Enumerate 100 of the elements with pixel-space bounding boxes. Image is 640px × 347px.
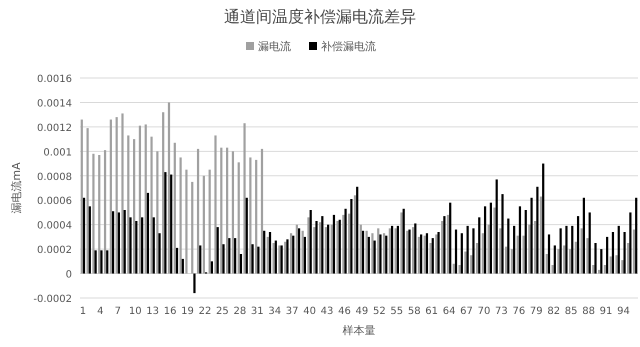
bar [280,245,283,274]
y-tick-label: 0.0002 [37,245,72,256]
x-tick-label: 43 [320,306,334,317]
bar [379,234,382,274]
bar [263,230,266,274]
bar [499,228,502,274]
x-tick-label: 94 [617,306,630,317]
bar [342,214,344,274]
bar [429,243,432,274]
bar [446,214,450,274]
x-tick-label: 52 [372,306,386,317]
x-tick-label: 73 [495,306,508,317]
y-tick-label: 0.001 [43,147,72,158]
bar [557,249,560,274]
bar [470,255,472,274]
bar [472,228,475,274]
bar [141,217,144,274]
y-axis-title: 漏电流mA [10,162,23,214]
bar [441,221,444,274]
bar [476,243,478,274]
bar [524,210,527,274]
bar [296,224,298,274]
bar [606,236,608,274]
bar [627,243,630,274]
legend-label: 补偿漏电流 [321,40,376,53]
bar [408,230,411,274]
bar [330,224,333,274]
bar [426,233,428,274]
bar [435,234,438,274]
bar [302,230,304,274]
x-tick-label: 22 [198,306,212,317]
y-tick-label: 0.0006 [37,196,72,208]
bar [554,245,556,274]
bar [174,142,176,274]
bar [202,176,205,274]
bar [332,214,336,274]
bar [362,230,364,274]
bar [518,206,522,274]
x-tick-label: 79 [530,306,543,317]
bar [321,216,324,274]
bar [286,239,289,274]
y-tick-label: 0 [66,270,72,281]
bar [382,233,386,274]
x-tick-label: 49 [356,306,368,317]
bar [251,244,254,274]
bar [371,233,374,274]
bar [208,170,211,274]
bar [490,202,492,274]
bar [257,246,260,274]
bar [574,242,577,274]
bar [350,199,352,274]
x-tick-label: 16 [164,306,176,317]
legend-label: 漏电流 [258,40,291,53]
bar [394,228,397,274]
bar [366,230,368,274]
x-tick-label: 13 [146,306,160,317]
bar [304,236,306,274]
bar [168,102,170,274]
bar [390,226,394,274]
bar [214,135,217,274]
bar [460,233,463,274]
bar [150,136,153,274]
x-tick-label: 91 [600,306,612,317]
bar [158,233,161,274]
bar [414,223,416,274]
bar [336,221,339,274]
bar [249,157,252,274]
bar [100,250,103,274]
y-tick-label: 0.0016 [37,74,72,85]
bar [454,230,458,274]
bar [530,198,533,274]
bar [185,170,188,274]
bar [360,224,362,274]
bar [482,233,484,274]
bar [196,148,200,274]
chart-title: 通道间温度补偿漏电流差异 [224,7,416,26]
bar [80,120,83,274]
x-tick-label: 28 [233,306,246,317]
bar [324,227,328,274]
bar [182,258,184,274]
bar [310,210,312,274]
bar [82,198,86,274]
bar [238,162,240,274]
x-tick-label: 25 [216,306,229,317]
bar [86,128,89,274]
bar [510,249,514,274]
x-tick-label: 31 [250,306,264,317]
bar [191,182,194,274]
bar [152,217,155,274]
bar [129,217,132,274]
bar [292,236,294,274]
bar [563,245,566,274]
bar [420,234,422,274]
bar [632,230,636,274]
bar [536,186,538,274]
x-tick-label: 61 [425,306,438,317]
bar [505,246,508,274]
bar [116,117,118,274]
bar [110,120,112,274]
bar [94,250,97,274]
